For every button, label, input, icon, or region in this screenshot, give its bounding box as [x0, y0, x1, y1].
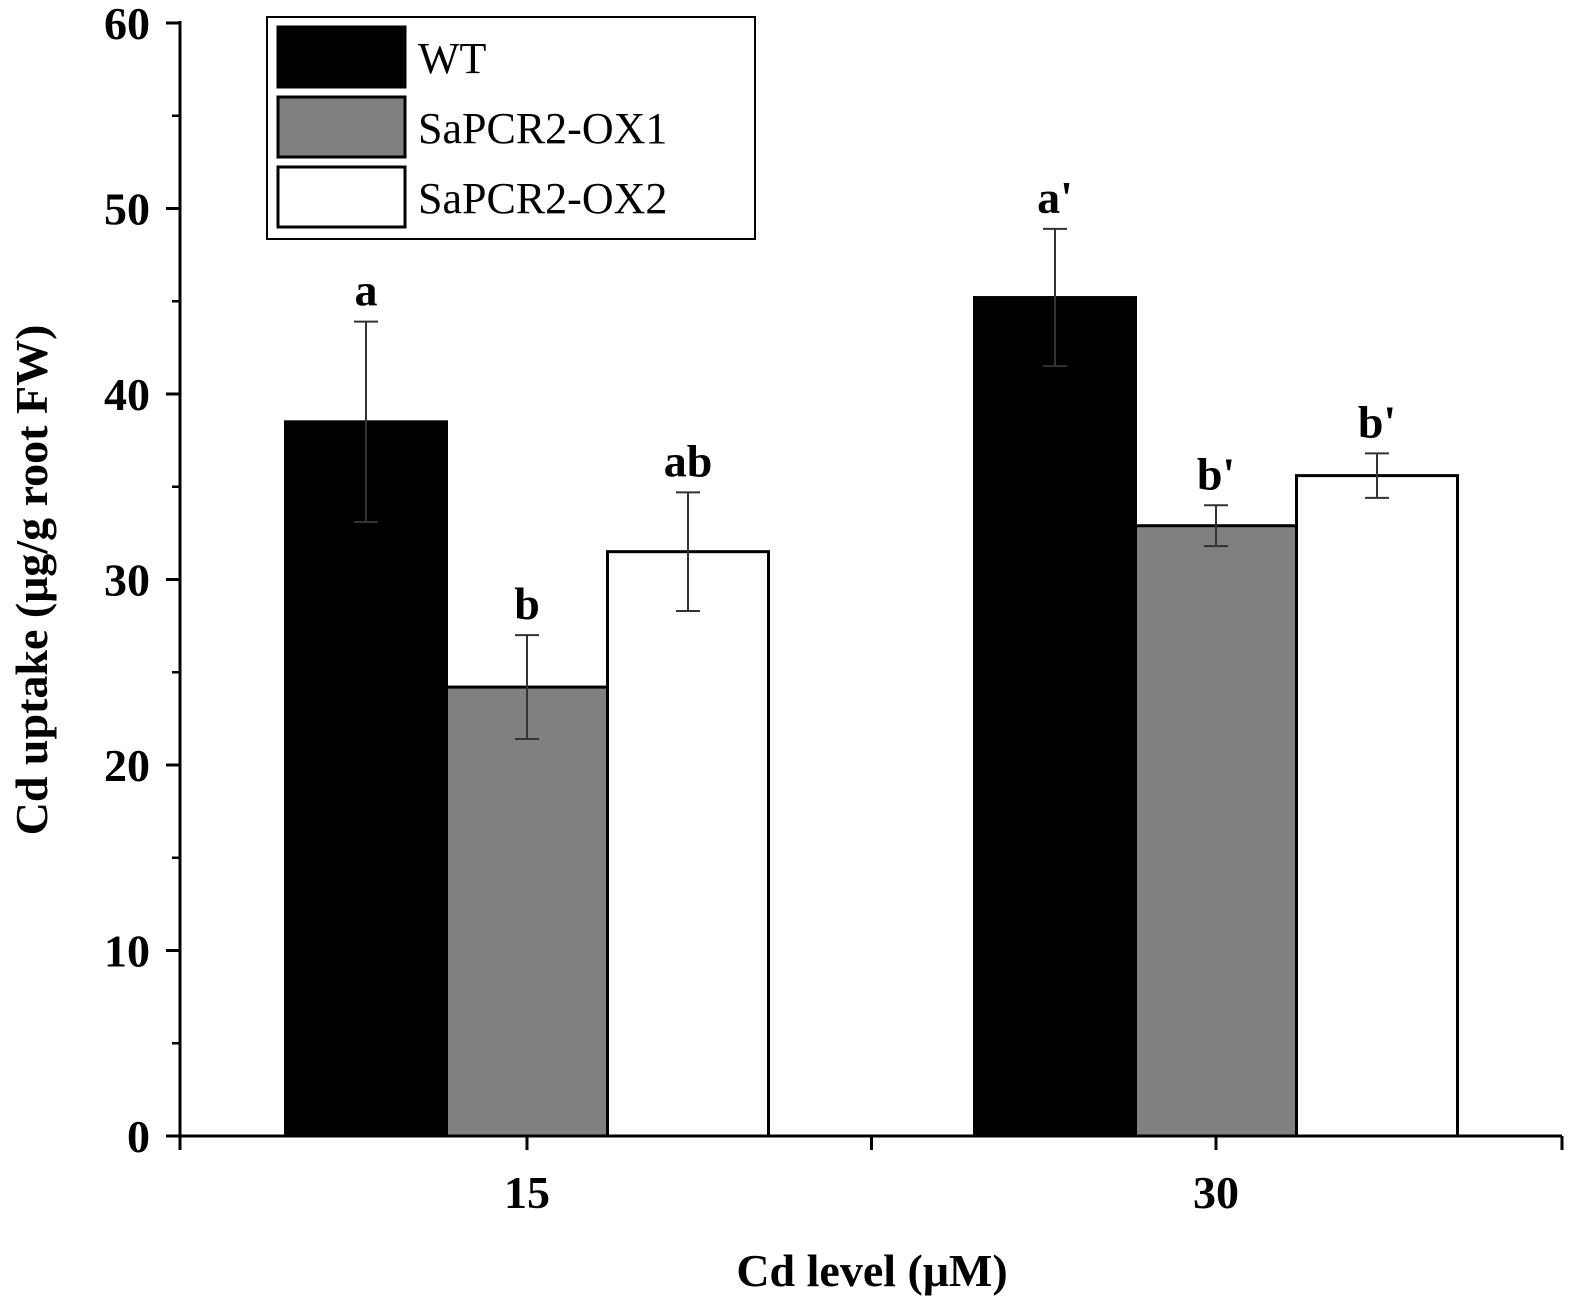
legend: WT SaPCR2-OX1 SaPCR2-OX2	[266, 16, 756, 240]
x-axis-title: Cd level (μM)	[736, 1245, 1007, 1296]
legend-item-wt: WT	[276, 25, 487, 89]
significance-label: ab	[664, 435, 713, 486]
significance-label: b'	[1197, 448, 1235, 499]
y-tick-label: 10	[104, 926, 150, 977]
y-tick-label: 60	[104, 0, 150, 49]
error-bar-wt-15	[354, 320, 378, 523]
error-bar-sapcr2-ox2-30	[1365, 452, 1389, 499]
significance-label: b	[514, 578, 540, 629]
significance-labels: a a' b b' ab b'	[355, 172, 1397, 629]
bar-sapcr2-ox1-15	[445, 685, 609, 1138]
x-tick-label: 30	[1193, 1167, 1239, 1218]
y-tick-label: 20	[104, 740, 150, 791]
bars	[284, 296, 1459, 1138]
bar-sapcr2-ox2-15	[606, 550, 770, 1138]
legend-label: WT	[418, 34, 487, 83]
x-tick-label: 15	[504, 1167, 550, 1218]
legend-item-sapcr2-ox2: SaPCR2-OX2	[276, 165, 667, 229]
error-bar-sapcr2-ox1-15	[515, 634, 539, 741]
error-bar-wt-30	[1043, 227, 1067, 368]
axes: 0 10 20 30 40 50 60 15 30	[104, 0, 1564, 1218]
error-bar-sapcr2-ox2-15	[676, 491, 700, 613]
y-tick-label: 0	[127, 1111, 150, 1162]
bar-wt-15	[284, 420, 448, 1138]
y-tick-label: 30	[104, 555, 150, 606]
y-tick-label: 50	[104, 184, 150, 235]
bar-wt-30	[973, 296, 1137, 1138]
y-tick-label: 40	[104, 369, 150, 420]
error-bar-sapcr2-ox1-30	[1204, 504, 1228, 548]
bar-sapcr2-ox2-30	[1295, 474, 1459, 1138]
legend-label: SaPCR2-OX2	[418, 174, 667, 223]
legend-item-sapcr2-ox1: SaPCR2-OX1	[276, 95, 667, 159]
bar-sapcr2-ox1-30	[1134, 524, 1298, 1138]
error-bars	[354, 227, 1389, 741]
significance-label: b'	[1358, 396, 1396, 447]
legend-label: SaPCR2-OX1	[418, 104, 667, 153]
significance-label: a'	[1037, 172, 1073, 223]
significance-label: a	[355, 265, 378, 316]
legend-swatch	[276, 95, 407, 159]
y-axis-title: Cd uptake (μg/g root FW)	[6, 325, 57, 836]
legend-swatch	[276, 165, 407, 229]
legend-swatch	[276, 25, 407, 89]
